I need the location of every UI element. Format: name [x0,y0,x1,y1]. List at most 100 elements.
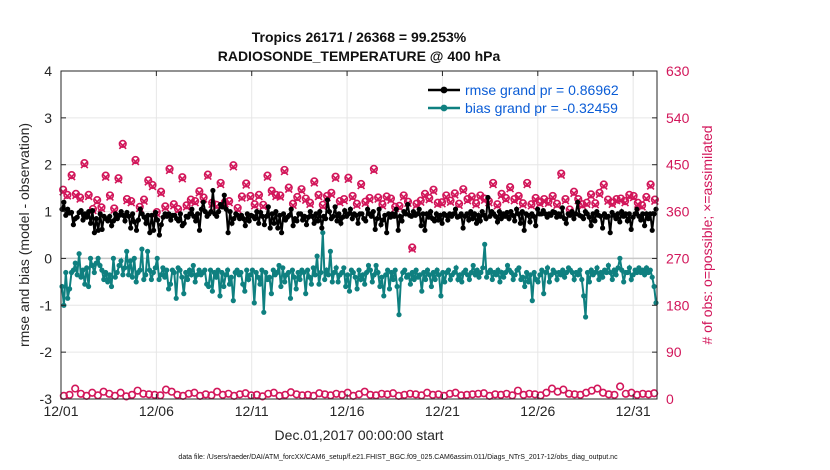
series-point [434,267,440,273]
series-point [240,216,246,222]
series-point [143,272,149,278]
obs-point [569,187,579,196]
series-point [596,276,602,283]
series-point [110,255,116,261]
series-point [397,213,403,219]
series-point [399,218,405,224]
obs-point [646,182,655,191]
series-point [615,265,621,271]
series-point [349,216,355,222]
obs-point [633,200,642,209]
series-point [99,226,105,232]
obs-point [246,191,255,201]
obs-point [420,189,430,198]
series-point [307,209,313,215]
series-point [588,267,594,273]
series-point [331,269,337,276]
series-point [129,274,135,280]
series-point [295,269,301,276]
series-point [298,211,304,217]
obs-point [314,192,323,201]
series-point [470,216,476,222]
obs-point [352,201,361,210]
series-point [408,213,415,219]
obs-point [263,171,272,180]
series-point [225,230,231,236]
obs-point [582,198,591,207]
series-point [640,267,646,273]
series-point [210,187,216,194]
series-point [323,216,329,222]
series-point [252,216,258,222]
series-point [383,272,389,278]
obs-point [340,194,349,204]
obs-point [116,388,125,397]
series-point [428,209,434,215]
series-point [118,258,124,264]
obs-point [459,185,468,194]
series-point [475,212,481,218]
series-point [345,211,352,217]
series-point [561,216,568,222]
obs-point [369,166,378,175]
series-point [61,199,67,205]
series-point [234,267,240,273]
series-point [651,211,657,217]
series-point [186,267,193,273]
series-point [367,267,373,273]
series-point [613,272,619,278]
obs-point [150,390,159,399]
obs-point [510,196,519,205]
series-obs-2 [59,139,659,252]
obs-point [638,389,647,398]
series-point [278,283,284,290]
obs-point [318,202,327,211]
obs-point [293,194,302,203]
series-point [269,211,275,217]
series-point [520,274,526,280]
series-point [402,267,408,273]
series-point [173,295,179,301]
obs-point [254,192,263,201]
series-point [221,283,227,290]
obs-point [416,196,425,205]
series-point [192,279,198,285]
series-point [451,269,457,276]
obs-point [506,184,515,193]
series-point [531,269,537,276]
series-point [175,218,182,224]
obs-point [468,390,477,399]
series-point [554,276,560,283]
series-point [622,211,629,217]
y-right-tick-label-4: 360 [666,204,690,220]
series-point [504,209,510,216]
series-point [311,220,317,226]
series-point [255,274,261,280]
series-point [146,267,153,273]
legend-rmse-marker [440,86,448,94]
series-point [557,213,564,219]
series-point [194,272,200,278]
series-point [195,211,201,217]
series-point [517,220,524,226]
series-point [202,267,208,273]
series-point [181,220,187,226]
series-point [535,279,541,285]
series-point [216,209,222,215]
obs-point [276,193,285,201]
series-point [489,276,495,283]
x-tick-label-3: 12/16 [330,403,365,419]
series-point [480,265,486,271]
series-point [552,269,558,276]
obs-point [604,197,613,206]
obs-point [595,188,604,197]
obs-point [310,177,319,186]
series-point [313,211,319,217]
series-point [63,212,69,218]
series-point [305,267,311,273]
series-point [162,274,168,280]
series-point [181,291,187,297]
x-tick-label-2: 12/11 [235,403,269,419]
series-point [59,206,65,212]
obs-point [101,171,110,180]
